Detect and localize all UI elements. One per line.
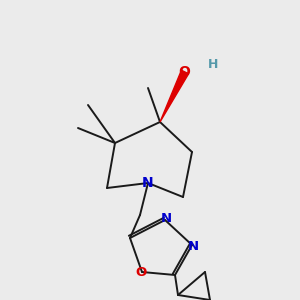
Polygon shape (160, 70, 189, 122)
Text: N: N (160, 212, 172, 226)
Text: O: O (135, 266, 147, 280)
Text: O: O (178, 65, 190, 79)
Text: N: N (188, 239, 199, 253)
Text: N: N (142, 176, 154, 190)
Text: H: H (208, 58, 218, 71)
